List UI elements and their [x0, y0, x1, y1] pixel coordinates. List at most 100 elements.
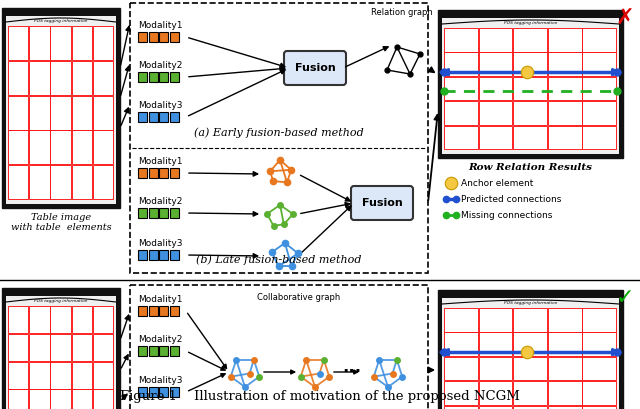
FancyBboxPatch shape	[29, 306, 50, 333]
FancyBboxPatch shape	[548, 126, 582, 149]
FancyBboxPatch shape	[513, 333, 547, 356]
FancyBboxPatch shape	[72, 334, 92, 361]
FancyBboxPatch shape	[444, 308, 478, 332]
Text: Table image
with table  elements: Table image with table elements	[11, 213, 111, 232]
Text: Modality3: Modality3	[138, 239, 182, 248]
FancyBboxPatch shape	[148, 208, 157, 218]
Text: Modality3: Modality3	[138, 101, 182, 110]
Text: POS tagging information: POS tagging information	[35, 299, 88, 303]
FancyBboxPatch shape	[8, 61, 28, 95]
FancyBboxPatch shape	[72, 362, 92, 389]
FancyBboxPatch shape	[159, 72, 168, 82]
FancyBboxPatch shape	[93, 389, 113, 409]
FancyBboxPatch shape	[548, 406, 582, 409]
FancyBboxPatch shape	[479, 101, 513, 125]
FancyBboxPatch shape	[72, 130, 92, 164]
FancyBboxPatch shape	[170, 72, 179, 82]
FancyBboxPatch shape	[29, 165, 50, 199]
FancyBboxPatch shape	[72, 96, 92, 130]
FancyBboxPatch shape	[138, 250, 147, 260]
FancyBboxPatch shape	[479, 357, 513, 380]
FancyBboxPatch shape	[513, 77, 547, 100]
FancyBboxPatch shape	[582, 357, 616, 380]
FancyBboxPatch shape	[444, 77, 478, 100]
Text: (b) Late fusion-based method: (b) Late fusion-based method	[196, 254, 362, 265]
FancyBboxPatch shape	[159, 346, 168, 356]
Text: Modality2: Modality2	[138, 61, 182, 70]
Text: Modality1: Modality1	[138, 295, 182, 304]
FancyBboxPatch shape	[479, 77, 513, 100]
Text: POS tagging information: POS tagging information	[504, 21, 557, 25]
FancyBboxPatch shape	[548, 101, 582, 125]
FancyBboxPatch shape	[2, 288, 120, 409]
FancyBboxPatch shape	[479, 333, 513, 356]
Text: Collaborative graph: Collaborative graph	[257, 293, 340, 302]
FancyBboxPatch shape	[284, 51, 346, 85]
FancyBboxPatch shape	[582, 101, 616, 125]
Text: POS tagging information: POS tagging information	[504, 301, 557, 305]
FancyBboxPatch shape	[170, 168, 179, 178]
FancyBboxPatch shape	[138, 72, 147, 82]
FancyBboxPatch shape	[444, 101, 478, 125]
FancyBboxPatch shape	[51, 96, 71, 130]
FancyBboxPatch shape	[351, 186, 413, 220]
FancyBboxPatch shape	[6, 296, 116, 409]
Text: Modality1: Modality1	[138, 157, 182, 166]
FancyBboxPatch shape	[479, 52, 513, 76]
FancyBboxPatch shape	[582, 381, 616, 405]
Text: Modality2: Modality2	[138, 335, 182, 344]
Text: Fusion: Fusion	[294, 63, 335, 73]
FancyBboxPatch shape	[148, 168, 157, 178]
FancyBboxPatch shape	[548, 77, 582, 100]
FancyBboxPatch shape	[138, 168, 147, 178]
FancyBboxPatch shape	[72, 306, 92, 333]
FancyBboxPatch shape	[444, 381, 478, 405]
FancyBboxPatch shape	[513, 101, 547, 125]
FancyBboxPatch shape	[93, 334, 113, 361]
FancyBboxPatch shape	[8, 362, 28, 389]
FancyBboxPatch shape	[170, 387, 179, 397]
Text: ✓: ✓	[616, 288, 634, 308]
Text: Modality2: Modality2	[138, 197, 182, 206]
FancyBboxPatch shape	[442, 18, 619, 154]
Text: Missing connections: Missing connections	[461, 211, 552, 220]
FancyBboxPatch shape	[51, 61, 71, 95]
FancyBboxPatch shape	[72, 26, 92, 60]
FancyBboxPatch shape	[438, 10, 623, 158]
FancyBboxPatch shape	[513, 406, 547, 409]
FancyBboxPatch shape	[51, 334, 71, 361]
FancyBboxPatch shape	[138, 306, 147, 316]
FancyBboxPatch shape	[513, 28, 547, 52]
FancyBboxPatch shape	[6, 16, 116, 204]
FancyBboxPatch shape	[548, 333, 582, 356]
Text: Figure 1    Illustration of motivation of the proposed NCGM: Figure 1 Illustration of motivation of t…	[120, 390, 520, 403]
FancyBboxPatch shape	[513, 126, 547, 149]
FancyBboxPatch shape	[159, 387, 168, 397]
Text: Relation graph: Relation graph	[371, 8, 433, 17]
FancyBboxPatch shape	[513, 357, 547, 380]
FancyBboxPatch shape	[444, 333, 478, 356]
FancyBboxPatch shape	[29, 362, 50, 389]
Text: ✗: ✗	[616, 8, 634, 28]
FancyBboxPatch shape	[444, 52, 478, 76]
FancyBboxPatch shape	[8, 26, 28, 60]
FancyBboxPatch shape	[479, 308, 513, 332]
FancyBboxPatch shape	[479, 28, 513, 52]
FancyBboxPatch shape	[548, 308, 582, 332]
FancyBboxPatch shape	[170, 250, 179, 260]
FancyBboxPatch shape	[582, 28, 616, 52]
FancyBboxPatch shape	[170, 208, 179, 218]
FancyBboxPatch shape	[51, 389, 71, 409]
FancyBboxPatch shape	[159, 112, 168, 122]
FancyBboxPatch shape	[8, 306, 28, 333]
FancyBboxPatch shape	[8, 165, 28, 199]
FancyBboxPatch shape	[93, 306, 113, 333]
FancyBboxPatch shape	[170, 112, 179, 122]
FancyBboxPatch shape	[444, 126, 478, 149]
FancyBboxPatch shape	[582, 406, 616, 409]
FancyBboxPatch shape	[51, 26, 71, 60]
FancyBboxPatch shape	[8, 96, 28, 130]
FancyBboxPatch shape	[548, 381, 582, 405]
FancyBboxPatch shape	[29, 130, 50, 164]
FancyBboxPatch shape	[148, 250, 157, 260]
